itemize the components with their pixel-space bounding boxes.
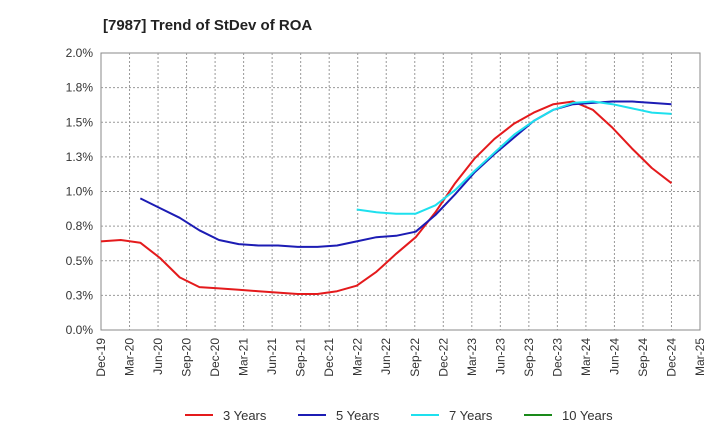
chart-title: [7987] Trend of StDev of ROA xyxy=(103,17,312,34)
x-tick-label: Dec-20 xyxy=(208,338,222,377)
x-tick-label: Sep-21 xyxy=(294,338,308,377)
y-tick-label: 0.8% xyxy=(66,219,94,233)
y-tick-label: 1.0% xyxy=(66,185,94,199)
x-tick-label: Jun-22 xyxy=(379,338,393,375)
y-tick-label: 1.3% xyxy=(66,150,94,164)
legend-label: 7 Years xyxy=(449,408,493,423)
y-tick-label: 0.0% xyxy=(66,323,94,337)
x-tick-label: Mar-24 xyxy=(579,338,593,376)
series-line xyxy=(139,100,672,248)
x-tick-label: Sep-20 xyxy=(180,338,194,377)
x-tick-label: Jun-24 xyxy=(607,338,621,375)
x-tick-label: Dec-19 xyxy=(94,338,108,377)
plot-area xyxy=(100,52,701,331)
legend-label: 10 Years xyxy=(562,408,613,423)
series-line xyxy=(356,100,672,215)
x-tick-label: Jun-23 xyxy=(493,338,507,375)
x-tick-label: Mar-22 xyxy=(351,338,365,376)
x-tick-label: Sep-22 xyxy=(408,338,422,377)
x-tick-label: Mar-21 xyxy=(237,338,251,376)
x-tick-label: Mar-25 xyxy=(693,338,707,376)
x-tick-label: Jun-21 xyxy=(265,338,279,375)
y-tick-label: 1.8% xyxy=(66,81,94,95)
y-axis: 0.0% 0.3% 0.5% 0.8% 1.0% 1.3% 1.5% 1.8% 2.0% xyxy=(66,46,94,337)
x-tick-label: Dec-24 xyxy=(664,338,678,377)
legend-label: 5 Years xyxy=(336,408,380,423)
legend: 3 Years 5 Years 7 Years 10 Years xyxy=(185,408,613,423)
x-axis: Dec-19 Mar-20 Jun-20 Sep-20 Dec-20 Mar-21 Jun-… xyxy=(94,338,707,377)
x-tick-label: Sep-24 xyxy=(636,338,650,377)
x-tick-label: Mar-23 xyxy=(465,338,479,376)
x-tick-label: Mar-20 xyxy=(123,338,137,376)
x-tick-label: Jun-20 xyxy=(151,338,165,375)
x-tick-label: Sep-23 xyxy=(522,338,536,377)
x-tick-label: Dec-22 xyxy=(436,338,450,377)
legend-label: 3 Years xyxy=(223,408,267,423)
series-lines xyxy=(100,100,673,295)
y-tick-label: 0.3% xyxy=(66,288,94,302)
y-tick-label: 0.5% xyxy=(66,254,94,268)
y-tick-label: 1.5% xyxy=(66,115,94,129)
x-tick-label: Dec-21 xyxy=(322,338,336,377)
x-tick-label: Dec-23 xyxy=(550,338,564,377)
y-tick-label: 2.0% xyxy=(66,46,94,60)
